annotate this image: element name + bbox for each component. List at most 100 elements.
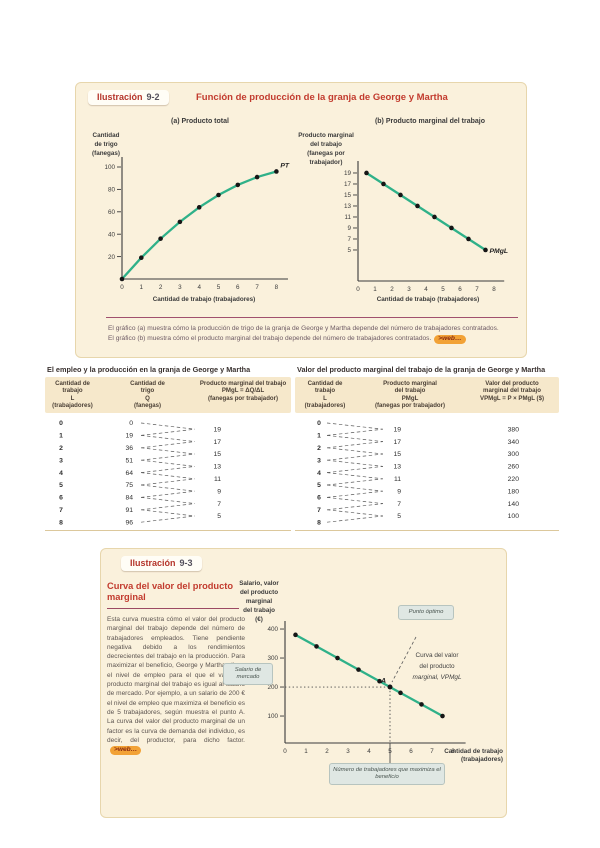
- figure-9-2-title: Función de producción de la granja de Ge…: [196, 92, 448, 103]
- badge-number: 9-2: [146, 92, 160, 102]
- staggered-value: 340: [508, 439, 520, 446]
- stagger-dash: [140, 472, 196, 480]
- table-right-bottom-rule: [295, 530, 559, 531]
- staggered-value: 260: [508, 464, 520, 471]
- paragraph-text: Esta curva muestra cómo el valor del pro…: [107, 616, 245, 744]
- staggered-value: 11: [214, 476, 221, 483]
- profit-max-workers-callout: Número de trabajadores que maximiza el b…: [329, 763, 445, 786]
- stagger-dash: [140, 453, 196, 461]
- y-axis-label: de trigo: [94, 141, 117, 148]
- cell-value: 5: [317, 482, 321, 489]
- staggered-value: 220: [508, 476, 520, 483]
- x-tick-label: 6: [236, 284, 240, 291]
- column-header-vmpl: Valor del producto marginal del trabajo …: [480, 380, 544, 402]
- stagger-dash: [326, 509, 384, 517]
- marginal-product-chart: 19 17 15 13 11 9 7 5 0 1 2 3 4 5 6 7 8 (b) Producto margi…: [298, 118, 509, 303]
- staggered-value: 13: [393, 464, 401, 471]
- x-tick-label: 3: [407, 286, 411, 293]
- figure-9-2-caption: El gráfico (a) muestra cómo la producció…: [108, 324, 513, 344]
- y-axis-label: (fanegas): [92, 150, 120, 157]
- data-point: [419, 702, 424, 707]
- staggered-value: 9: [397, 488, 401, 495]
- y-tick-label: 7: [347, 236, 351, 243]
- y-axis-label: marginal: [246, 598, 272, 605]
- staggered-value: 140: [508, 501, 520, 508]
- cell-value: 7: [59, 507, 63, 514]
- panel-title: (a) Producto total: [171, 118, 229, 125]
- data-point: [196, 205, 202, 210]
- staggered-value: 9: [217, 488, 221, 495]
- cell-value: 8: [317, 519, 321, 526]
- badge-number: 9-3: [179, 558, 193, 568]
- staggered-value: 19: [213, 426, 221, 433]
- stagger-dash: [140, 515, 196, 523]
- y-tick-label: 100: [104, 164, 115, 171]
- stagger-dash: [326, 428, 384, 436]
- stagger-dash: [140, 466, 196, 473]
- data-point: [254, 174, 260, 180]
- vmpl-x-axis-label: Cantidad de trabajo (trabajadores): [444, 748, 503, 763]
- y-axis-label: (fanegas por: [307, 150, 345, 157]
- stagger-dash: [326, 435, 384, 442]
- data-point: [377, 678, 382, 684]
- x-tick-label: 8: [275, 284, 279, 291]
- caption-divider: [106, 317, 518, 318]
- staggered-value: 180: [508, 488, 520, 495]
- point-A-label: A: [380, 678, 386, 685]
- curve: [294, 633, 444, 718]
- curve-label-line: Curva del valor: [416, 652, 460, 659]
- cell-value: 1: [317, 433, 321, 440]
- data-point: [398, 690, 403, 696]
- stagger-dash: [140, 435, 196, 442]
- x-tick-label: 0: [120, 284, 124, 291]
- stagger-dash: [326, 472, 384, 480]
- staggered-value: 7: [397, 501, 401, 508]
- column-header-mpl: Producto marginal del trabajo PMgL (fane…: [374, 380, 446, 410]
- y-tick-label: 20: [108, 254, 116, 261]
- data-point: [274, 169, 279, 174]
- web-link[interactable]: >web…: [110, 746, 142, 756]
- x-tick-label: 4: [424, 286, 428, 293]
- staggered-value: 13: [213, 464, 221, 471]
- y-tick-label: 200: [267, 684, 278, 691]
- x-tick-label: 0: [356, 286, 360, 293]
- y-tick-label: 300: [267, 655, 278, 662]
- data-point: [216, 192, 221, 198]
- y-tick-label: 17: [344, 181, 352, 188]
- stagger-dash: [326, 497, 384, 504]
- cell-value: 2: [59, 445, 63, 452]
- staggered-value: 17: [393, 439, 401, 446]
- stagger-dash: [140, 447, 196, 455]
- x-tick-label: 1: [140, 284, 144, 291]
- cell-value: 6: [317, 495, 321, 502]
- web-link[interactable]: >web…: [434, 334, 466, 344]
- curve-label: PMgL: [490, 248, 509, 255]
- table-right-header: Cantidad de trabajo L (trabajadores) Pro…: [295, 377, 559, 413]
- y-axis-label: del trabajo: [243, 607, 275, 614]
- x-tick-label: 1: [304, 748, 308, 755]
- data-point: [398, 192, 403, 198]
- y-axis-label: Producto marginal: [298, 132, 354, 139]
- table-left-title: El empleo y la producción en la granja d…: [47, 365, 251, 374]
- stagger-dash: [326, 478, 384, 486]
- cell-value: 0: [129, 420, 133, 427]
- badge-label: Ilustración: [97, 92, 143, 102]
- curve: [365, 171, 487, 252]
- stagger-dash: [326, 484, 384, 492]
- table-left-header: Cantidad de trabajo L (trabajadores) Can…: [45, 377, 291, 413]
- data-point: [449, 225, 454, 231]
- staggered-value: 100: [508, 513, 520, 520]
- cell-value: 96: [125, 519, 133, 526]
- column-header-wheat: Cantidad de trigo Q (fanegas): [130, 380, 165, 410]
- x-tick-label: 2: [325, 748, 329, 755]
- x-tick-label: 4: [367, 748, 371, 755]
- table-right-title: Valor del producto marginal del trabajo …: [297, 365, 546, 374]
- data-point: [381, 181, 386, 187]
- title-rule: [107, 608, 239, 609]
- y-axis-label: Cantidad: [93, 132, 120, 139]
- cell-value: 84: [125, 495, 133, 502]
- data-point: [466, 236, 471, 242]
- stagger-dash: [140, 478, 196, 486]
- cell-value: 8: [59, 519, 63, 526]
- staggered-value: 15: [393, 451, 401, 458]
